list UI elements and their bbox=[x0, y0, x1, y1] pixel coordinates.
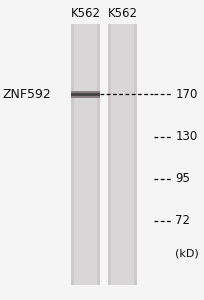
Bar bbox=[71, 91, 100, 98]
Bar bbox=[71, 24, 74, 285]
Bar bbox=[108, 24, 137, 285]
Bar bbox=[108, 24, 111, 285]
Bar bbox=[97, 24, 100, 285]
Text: (kD): (kD) bbox=[175, 248, 199, 259]
Bar bbox=[71, 24, 100, 285]
Text: 95: 95 bbox=[175, 172, 190, 185]
Bar bbox=[134, 24, 137, 285]
Text: K562: K562 bbox=[107, 7, 137, 20]
Text: 170: 170 bbox=[175, 88, 198, 101]
Bar bbox=[71, 93, 100, 96]
Text: K562: K562 bbox=[71, 7, 101, 20]
Text: ZNF592: ZNF592 bbox=[2, 88, 51, 101]
Text: 130: 130 bbox=[175, 130, 198, 143]
Text: 72: 72 bbox=[175, 214, 191, 227]
